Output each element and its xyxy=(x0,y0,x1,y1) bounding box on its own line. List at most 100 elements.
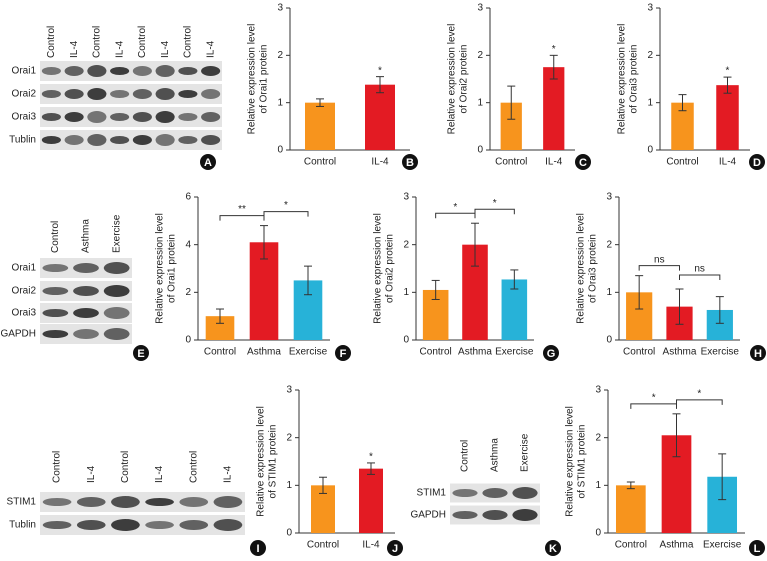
y-axis-label: Relative expression level xyxy=(565,406,576,517)
blot-band xyxy=(179,497,209,507)
panel-letter: D xyxy=(753,157,761,169)
blot-band xyxy=(64,66,84,76)
blot-band xyxy=(103,262,130,274)
lane-label: IL-4 xyxy=(205,40,216,58)
row-label: GAPDH xyxy=(0,329,36,340)
row-label: Tublin xyxy=(9,135,36,146)
y-tick-label: 1 xyxy=(277,97,283,108)
bar xyxy=(615,485,646,533)
significance-bracket xyxy=(263,211,309,217)
bar xyxy=(205,316,235,340)
x-tick-label: Control xyxy=(495,157,527,168)
lane-label: Exercise xyxy=(111,214,122,253)
error-bar xyxy=(216,308,224,324)
lane-label: Control xyxy=(46,26,57,58)
blot-band xyxy=(110,136,130,144)
x-tick-label: Asthma xyxy=(663,347,697,358)
blot-band xyxy=(41,90,61,98)
blot-strip xyxy=(40,84,222,104)
significance: * xyxy=(697,388,701,399)
blot-band xyxy=(201,89,221,99)
blot-band xyxy=(201,135,221,145)
x-tick-label: Exercise xyxy=(289,347,328,358)
x-tick-label: Control xyxy=(304,157,336,168)
significance-bracket xyxy=(219,215,265,221)
bar xyxy=(501,279,528,340)
y-tick-label: 2 xyxy=(477,50,483,61)
row-label: Orai2 xyxy=(12,286,37,297)
y-axis-label: of STIM1 protein xyxy=(268,425,279,499)
panel-badge xyxy=(335,345,351,361)
error-bar xyxy=(376,76,384,94)
bar xyxy=(305,102,335,150)
y-tick-label: 0 xyxy=(286,528,292,539)
row-label: Orai3 xyxy=(12,112,37,123)
blot-band xyxy=(73,286,99,296)
blot-band xyxy=(145,498,174,506)
blot-band xyxy=(110,113,130,121)
x-tick-label: IL-4 xyxy=(719,157,737,168)
blot-band xyxy=(87,88,107,100)
blot-band xyxy=(73,263,99,273)
lane-label: Asthma xyxy=(490,438,501,472)
lane-label: Exercise xyxy=(520,433,531,472)
significance-bracket xyxy=(679,274,721,280)
lane-label: IL-4 xyxy=(160,40,171,58)
bar xyxy=(716,85,739,150)
panel-letter: A xyxy=(204,157,212,169)
row-label: GAPDH xyxy=(410,510,446,521)
blot-band xyxy=(42,309,69,317)
error-bar xyxy=(510,269,519,290)
y-tick-label: 2 xyxy=(286,432,292,443)
blot-band xyxy=(155,134,175,146)
significance: ** xyxy=(238,204,246,215)
blot-band xyxy=(64,112,84,122)
blot-band xyxy=(42,498,72,506)
blot-band xyxy=(76,520,106,530)
blot-band xyxy=(452,489,478,497)
blot-band xyxy=(155,88,175,100)
blot-band xyxy=(155,111,175,123)
x-tick-label: Asthma xyxy=(458,347,492,358)
y-tick-label: 1 xyxy=(647,97,653,108)
blot-strip xyxy=(40,107,222,127)
significance-bracket xyxy=(630,403,677,409)
x-tick-label: Asthma xyxy=(247,347,281,358)
lane-label: Control xyxy=(92,26,103,58)
blot-band xyxy=(87,134,107,146)
row-label: Orai1 xyxy=(12,263,37,274)
error-bar xyxy=(635,275,644,310)
lane-label: Control xyxy=(50,221,61,253)
error-bar xyxy=(718,453,727,501)
significance: * xyxy=(369,452,373,463)
significance: * xyxy=(453,202,457,213)
blot-band xyxy=(103,307,130,319)
panel-badge xyxy=(133,345,149,361)
blot-band xyxy=(64,135,84,145)
y-axis-label: of Orai2 protein xyxy=(385,234,396,303)
significance: * xyxy=(552,44,556,55)
x-tick-label: Control xyxy=(615,540,647,551)
error-bar xyxy=(260,225,268,260)
y-axis-label: of Orai3 protein xyxy=(588,234,599,303)
lane-label: IL-4 xyxy=(114,40,125,58)
blot-band xyxy=(110,90,130,98)
row-label: Orai3 xyxy=(12,308,37,319)
panel-badge xyxy=(750,345,766,361)
significance-bracket xyxy=(676,399,723,405)
error-bar xyxy=(367,462,375,475)
y-axis-label: of Orai2 protein xyxy=(459,45,470,114)
row-label: STIM1 xyxy=(7,497,37,508)
x-tick-label: Control xyxy=(623,347,655,358)
lane-label: IL-4 xyxy=(86,465,97,483)
y-axis-label: of Orai1 protein xyxy=(259,45,270,114)
x-tick-label: IL-4 xyxy=(371,157,389,168)
blot-band xyxy=(201,66,221,76)
error-bar xyxy=(626,481,635,490)
blot-strip xyxy=(40,130,222,150)
panel-badge xyxy=(545,540,561,556)
blot-band xyxy=(41,113,61,121)
significance: ns xyxy=(694,264,705,275)
x-tick-label: Control xyxy=(204,347,236,358)
